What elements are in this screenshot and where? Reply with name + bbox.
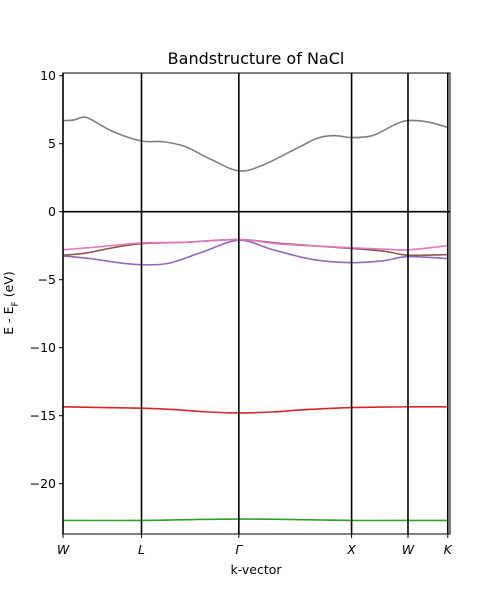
y-axis-title-unit: (eV)	[1, 271, 16, 301]
y-tick-label: 5	[48, 136, 56, 151]
y-tick-label: −10	[30, 340, 56, 355]
axes-frame	[62, 72, 451, 535]
band-line-band-3	[62, 238, 448, 257]
y-axis-title-main: E - E	[1, 306, 16, 334]
band-line-band-5	[62, 238, 448, 251]
band-line-band-6	[62, 116, 449, 172]
y-tick-label: −20	[30, 476, 56, 491]
chart-title: Bandstructure of NaCl	[168, 49, 345, 68]
x-tick-label: K	[444, 542, 454, 557]
x-tick-label: Γ	[235, 542, 243, 557]
x-tick-label: X	[346, 542, 356, 557]
y-axis-title-subscript: F	[11, 301, 21, 306]
x-axis-title: k-vector	[230, 562, 282, 577]
x-tick-label: L	[138, 542, 145, 557]
plot-area	[62, 73, 450, 534]
y-tick-label: 10	[40, 68, 56, 83]
x-tick-label: W	[402, 542, 415, 557]
x-tick-label: W	[57, 542, 70, 557]
y-tick-label: −5	[38, 272, 56, 287]
band-line-band-1	[62, 518, 448, 522]
band-line-band-2	[62, 406, 448, 414]
y-tick-label: 0	[48, 204, 56, 219]
axes: 10 5 0 −5 −10 −15 −20 W L Γ X W K	[30, 68, 454, 557]
y-axis-title: E - EF (eV)	[1, 271, 21, 334]
y-tick-label: −15	[30, 408, 56, 423]
